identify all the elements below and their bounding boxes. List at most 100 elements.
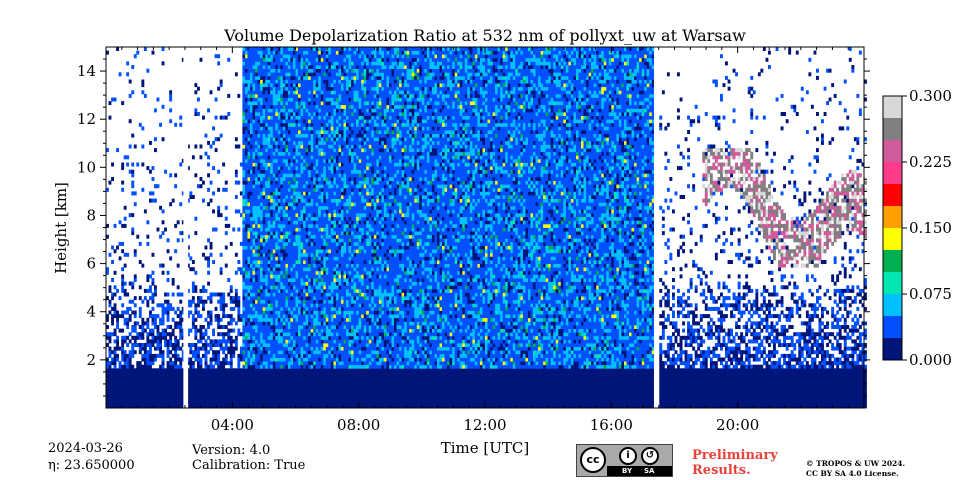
- heatmap-cell: [172, 282, 175, 286]
- heatmap-cell: [260, 300, 263, 304]
- heatmap-cell: [146, 394, 149, 398]
- heatmap-cell: [202, 343, 205, 347]
- heatmap-cell: [245, 191, 248, 195]
- heatmap-cell: [253, 242, 256, 246]
- heatmap-cell: [303, 112, 306, 116]
- heatmap-cell: [152, 336, 155, 340]
- heatmap-cell: [159, 303, 162, 307]
- heatmap-cell: [280, 365, 283, 369]
- heatmap-cell: [288, 108, 291, 112]
- heatmap-cell: [308, 368, 311, 372]
- heatmap-cell: [248, 170, 251, 174]
- heatmap-cell: [144, 361, 147, 365]
- heatmap-cell: [248, 217, 251, 221]
- heatmap-cell: [306, 69, 309, 73]
- heatmap-cell: [308, 130, 311, 134]
- heatmap-cell: [321, 47, 324, 51]
- heatmap-cell: [237, 376, 240, 380]
- heatmap-cell: [205, 386, 208, 390]
- heatmap-cell: [311, 231, 314, 235]
- heatmap-cell: [323, 69, 326, 73]
- heatmap-cell: [245, 354, 248, 358]
- heatmap-cell: [212, 394, 215, 398]
- heatmap-cell: [323, 293, 326, 297]
- heatmap-cell: [275, 61, 278, 65]
- heatmap-cell: [285, 170, 288, 174]
- heatmap-cell: [119, 379, 122, 383]
- heatmap-cell: [290, 368, 293, 372]
- heatmap-cell: [253, 249, 256, 253]
- heatmap-cell: [268, 358, 271, 362]
- heatmap-cell: [114, 329, 117, 333]
- heatmap-cell: [220, 318, 223, 322]
- heatmap-cell: [293, 260, 296, 264]
- heatmap-cell: [283, 318, 286, 322]
- heatmap-cell: [177, 358, 180, 362]
- heatmap-cell: [194, 217, 197, 221]
- heatmap-cell: [152, 318, 155, 322]
- heatmap-cell: [141, 379, 144, 383]
- heatmap-cell: [134, 202, 137, 206]
- heatmap-cell: [283, 101, 286, 105]
- heatmap-cell: [258, 365, 261, 369]
- heatmap-cell: [311, 173, 314, 177]
- heatmap-cell: [328, 307, 331, 311]
- heatmap-cell: [313, 274, 316, 278]
- heatmap-cell: [275, 69, 278, 73]
- heatmap-cell: [301, 112, 304, 116]
- heatmap-cell: [278, 238, 281, 242]
- heatmap-cell: [283, 202, 286, 206]
- heatmap-cell: [301, 47, 304, 51]
- heatmap-cell: [326, 235, 329, 239]
- heatmap-cell: [311, 354, 314, 358]
- heatmap-cell: [131, 329, 134, 333]
- heatmap-cell: [298, 347, 301, 351]
- heatmap-cell: [280, 105, 283, 109]
- heatmap-cell: [301, 238, 304, 242]
- heatmap-cell: [313, 141, 316, 145]
- heatmap-cell: [134, 397, 137, 401]
- heatmap-cell: [316, 376, 319, 380]
- heatmap-cell: [245, 314, 248, 318]
- heatmap-cell: [255, 126, 258, 130]
- heatmap-cell: [308, 58, 311, 62]
- heatmap-cell: [250, 206, 253, 210]
- heatmap-cell: [215, 354, 218, 358]
- heatmap-cell: [157, 228, 160, 232]
- heatmap-cell: [116, 394, 119, 398]
- heatmap-cell: [169, 343, 172, 347]
- heatmap-cell: [258, 307, 261, 311]
- heatmap-cell: [283, 314, 286, 318]
- heatmap-cell: [225, 347, 228, 351]
- heatmap-cell: [273, 358, 276, 362]
- heatmap-cell: [328, 321, 331, 325]
- heatmap-cell: [255, 83, 258, 87]
- heatmap-cell: [296, 141, 299, 145]
- heatmap-cell: [121, 163, 124, 167]
- heatmap-cell: [301, 80, 304, 84]
- heatmap-cell: [265, 217, 268, 221]
- heatmap-cell: [194, 332, 197, 336]
- heatmap-cell: [273, 246, 276, 250]
- heatmap-cell: [311, 339, 314, 343]
- heatmap-cell: [146, 289, 149, 293]
- heatmap-cell: [308, 256, 311, 260]
- heatmap-cell: [245, 343, 248, 347]
- heatmap-cell: [283, 278, 286, 282]
- heatmap-cell: [318, 358, 321, 362]
- heatmap-cell: [321, 386, 324, 390]
- heatmap-cell: [290, 318, 293, 322]
- heatmap-cell: [285, 249, 288, 253]
- heatmap-cell: [136, 394, 139, 398]
- heatmap-cell: [197, 361, 200, 365]
- heatmap-cell: [288, 260, 291, 264]
- heatmap-cell: [283, 195, 286, 199]
- heatmap-cell: [260, 274, 263, 278]
- heatmap-cell: [205, 358, 208, 362]
- heatmap-cell: [177, 390, 180, 394]
- heatmap-cell: [222, 379, 225, 383]
- heatmap-cell: [285, 58, 288, 62]
- heatmap-cell: [306, 112, 309, 116]
- heatmap-cell: [326, 108, 329, 112]
- heatmap-cell: [270, 235, 273, 239]
